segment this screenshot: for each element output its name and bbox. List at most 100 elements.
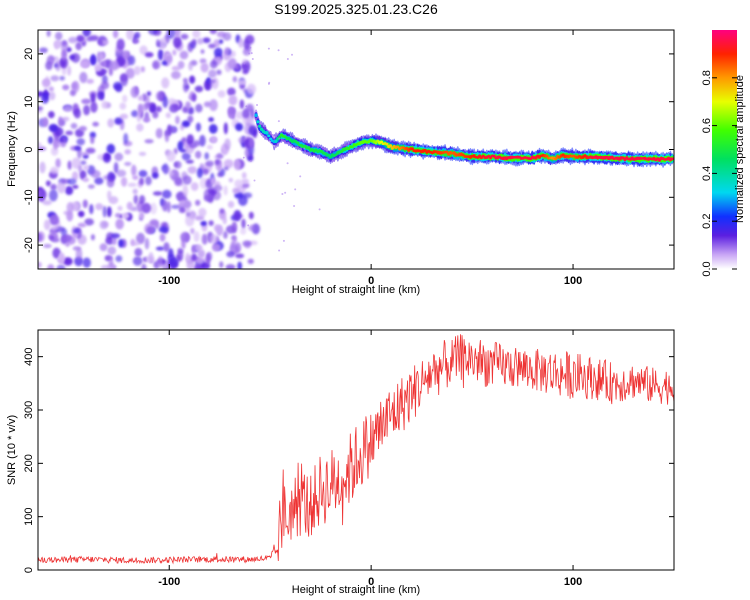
noise-blob <box>149 104 157 113</box>
noise-blob <box>195 103 203 113</box>
noise-blob <box>48 189 58 202</box>
noise-blob <box>190 227 195 235</box>
noise-dot <box>299 175 302 178</box>
noise-blob <box>204 152 210 160</box>
noise-blob <box>205 252 211 265</box>
noise-blob <box>242 192 253 199</box>
noise-blob <box>144 51 154 58</box>
noise-blob <box>202 168 209 175</box>
colorbar-ticks: 0.0 0.2 0.4 0.6 0.8 <box>701 70 737 277</box>
noise-blob <box>170 204 181 209</box>
snr-x-tick-label: 0 <box>368 576 374 588</box>
noise-blob <box>200 49 205 54</box>
snr-y-label: SNR (10 * v/v) <box>6 415 18 485</box>
snr-y-axis: 0 100 200 300 400 <box>23 347 674 573</box>
noise-blob <box>40 190 47 199</box>
noise-blob <box>50 75 60 82</box>
signal-blob <box>268 137 273 141</box>
noise-blob <box>232 76 238 83</box>
spectrogram-y-tick-label: -10 <box>23 189 35 205</box>
noise-blob <box>185 214 195 227</box>
noise-blob <box>138 212 145 219</box>
noise-blob <box>57 137 65 143</box>
snr-x-axis: -100 0 100 <box>158 330 582 588</box>
noise-blob <box>205 160 215 167</box>
noise-blob <box>157 256 164 268</box>
noise-blob <box>94 65 102 72</box>
noise-blob <box>196 167 203 179</box>
signal-blob <box>385 142 389 146</box>
noise-blob <box>59 76 65 81</box>
noise-blob <box>67 65 72 76</box>
noise-blob <box>235 253 245 259</box>
noise-blob <box>114 212 121 218</box>
noise-blob <box>232 187 240 194</box>
noise-blob <box>90 135 95 145</box>
noise-blob <box>74 145 82 151</box>
noise-blob <box>106 178 115 188</box>
noise-blob <box>111 236 117 246</box>
snr-x-label: Height of straight line (km) <box>292 584 420 596</box>
noise-blob <box>114 84 123 93</box>
chart-title: S199.2025.325.01.23.C26 <box>274 1 438 17</box>
noise-blob <box>149 219 159 227</box>
noise-blob <box>90 92 96 104</box>
noise-blob <box>60 43 69 52</box>
noise-blob <box>241 218 246 229</box>
noise-blob <box>206 144 213 150</box>
noise-blob <box>187 166 197 174</box>
noise-blob <box>200 62 209 73</box>
colorbar-tick-label: 0.0 <box>701 261 713 276</box>
noise-blob <box>201 233 208 245</box>
noise-blob <box>235 111 245 120</box>
colorbar-tick-label: 0.6 <box>701 118 713 133</box>
noise-blob <box>208 43 216 49</box>
noise-blob <box>41 92 50 104</box>
noise-blob <box>98 39 103 45</box>
noise-blob <box>234 192 244 199</box>
noise-blob <box>66 210 74 222</box>
noise-blob <box>50 183 57 191</box>
noise-blob <box>224 138 231 151</box>
noise-blob <box>69 89 77 97</box>
noise-blob <box>162 96 169 108</box>
noise-dot <box>268 81 271 84</box>
signal-blob <box>267 134 271 138</box>
noise-blob <box>186 134 195 146</box>
noise-blob <box>79 71 88 84</box>
noise-blob <box>140 66 146 73</box>
noise-blob <box>249 108 255 120</box>
noise-dot <box>243 62 246 65</box>
spectrogram-x-label: Height of straight line (km) <box>292 284 420 296</box>
noise-blob <box>138 151 147 156</box>
noise-blob <box>72 184 79 189</box>
noise-blob <box>81 98 91 105</box>
noise-blob <box>148 30 158 36</box>
snr-y-tick-label: 0 <box>23 567 35 573</box>
noise-blob <box>223 159 234 169</box>
noise-blob <box>99 61 107 67</box>
noise-blob <box>134 247 143 257</box>
noise-blob <box>138 170 148 178</box>
noise-blob <box>191 38 197 46</box>
noise-blob <box>120 176 128 187</box>
noise-blob <box>246 83 257 95</box>
noise-blob <box>218 39 224 44</box>
noise-blob <box>39 47 48 54</box>
noise-blob <box>77 222 87 228</box>
noise-blob <box>191 244 196 254</box>
noise-dot <box>291 53 294 56</box>
noise-dot <box>293 204 296 207</box>
noise-blob <box>174 30 181 38</box>
noise-dot <box>294 188 297 191</box>
signal-blob <box>256 120 260 124</box>
noise-blob <box>193 244 203 252</box>
noise-blob <box>89 204 94 215</box>
snr-x-tick-label: -100 <box>158 576 180 588</box>
noise-blob <box>99 243 108 252</box>
noise-blob <box>192 30 201 39</box>
noise-blob <box>109 60 120 71</box>
noise-blob <box>139 195 146 205</box>
noise-blob <box>213 184 223 192</box>
